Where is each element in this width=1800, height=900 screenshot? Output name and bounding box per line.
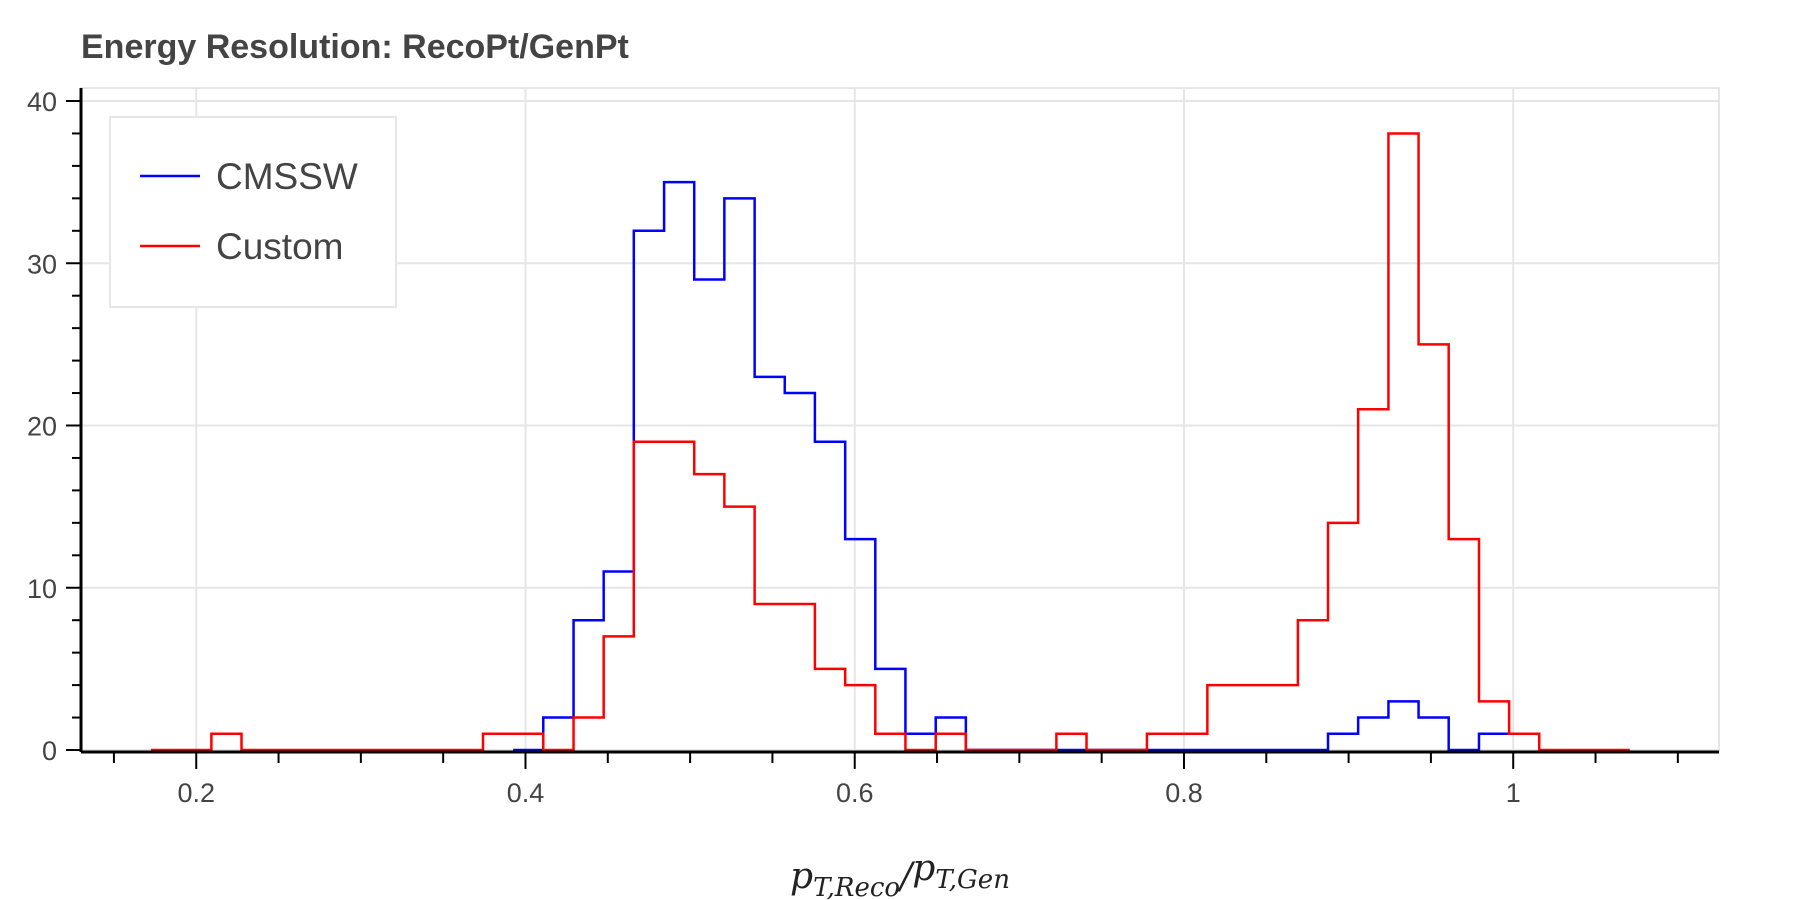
x-axis-label: pT,Reco/pT,Gen [790,848,1010,900]
y-tick-label: 20 [27,412,57,442]
legend-label: Custom [216,226,343,267]
x-tick-label: 0.2 [177,778,215,808]
x-tick-label: 0.8 [1165,778,1203,808]
x-axis-label-subscript: T,Reco [813,873,900,900]
x-axis-label-part: p [912,848,935,889]
legend: CMSSW Custom [109,116,397,308]
x-axis-label-subscript: T,Gen [935,865,1010,895]
series-line-cmssw [513,180,1540,752]
series-layer [150,132,1630,752]
x-tick-label: 0.4 [507,778,545,808]
y-tick-label: 30 [27,249,57,279]
y-tick-label: 0 [42,736,57,766]
x-tick-label: 1 [1506,778,1521,808]
chart-title: Energy Resolution: RecoPt/GenPt [81,28,629,66]
x-axis-label-part: p [790,856,813,897]
x-tick-label: 0.6 [836,778,874,808]
series-line-custom [150,132,1630,752]
y-tick-label: 10 [27,574,57,604]
legend-label: CMSSW [216,156,358,197]
x-axis-label-part: / [897,856,916,897]
legend-box [109,116,397,308]
y-tick-label: 40 [27,87,57,117]
